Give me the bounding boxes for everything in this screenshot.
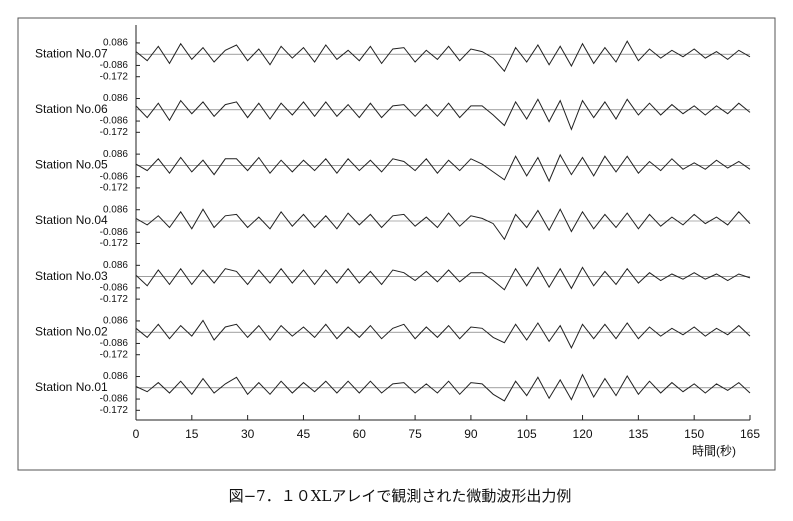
station-label: Station No.02 [35,324,108,338]
y-tick-label: -0.172 [100,127,129,138]
y-tick-label: 0.086 [103,316,128,327]
waveform [135,153,751,183]
waveform [135,266,751,291]
x-tick-label: 105 [517,427,537,441]
x-tick-label: 45 [297,427,311,441]
y-tick-label: -0.086 [100,227,129,238]
y-tick-label: -0.172 [100,183,129,194]
waveform [135,40,751,73]
y-tick-label: -0.172 [100,238,129,249]
x-tick-label: 60 [353,427,367,441]
x-tick-label: 75 [408,427,422,441]
x-tick-label: 30 [241,427,255,441]
station-label: Station No.01 [35,380,108,394]
x-tick-label: 0 [133,427,140,441]
y-tick-label: -0.086 [100,171,129,182]
x-axis-label: 時間(秒) [692,444,736,458]
caption: 図−7．１０XLアレイで観測された微動波形出力例 [229,487,572,505]
waveform [135,319,751,350]
x-tick-label: 150 [684,427,704,441]
station-label: Station No.05 [35,158,108,172]
y-tick-label: 0.086 [103,93,128,104]
waveform [135,98,751,131]
y-tick-label: -0.172 [100,349,129,360]
y-tick-label: -0.086 [100,394,129,405]
station-label: Station No.04 [35,213,108,227]
station-label: Station No.07 [35,46,108,60]
y-tick-label: -0.172 [100,405,129,416]
y-tick-label: 0.086 [103,38,128,49]
y-tick-label: 0.086 [103,260,128,271]
station-label: Station No.06 [35,102,108,116]
y-tick-label: 0.086 [103,371,128,382]
y-tick-label: 0.086 [103,149,128,160]
y-tick-label: -0.086 [100,338,129,349]
frame [17,17,776,471]
y-tick-label: -0.086 [100,282,129,293]
y-tick-label: -0.086 [100,60,129,71]
y-tick-label: 0.086 [103,204,128,215]
y-tick-label: -0.172 [100,71,129,82]
x-tick-label: 90 [464,427,478,441]
x-tick-label: 15 [185,427,199,441]
x-tick-label: 165 [740,427,760,441]
x-tick-label: 120 [573,427,593,441]
x-tick-label: 135 [628,427,648,441]
y-tick-label: -0.172 [100,294,129,305]
waveform [135,373,751,402]
station-label: Station No.03 [35,269,108,283]
waveform [135,208,751,241]
y-tick-label: -0.086 [100,116,129,127]
